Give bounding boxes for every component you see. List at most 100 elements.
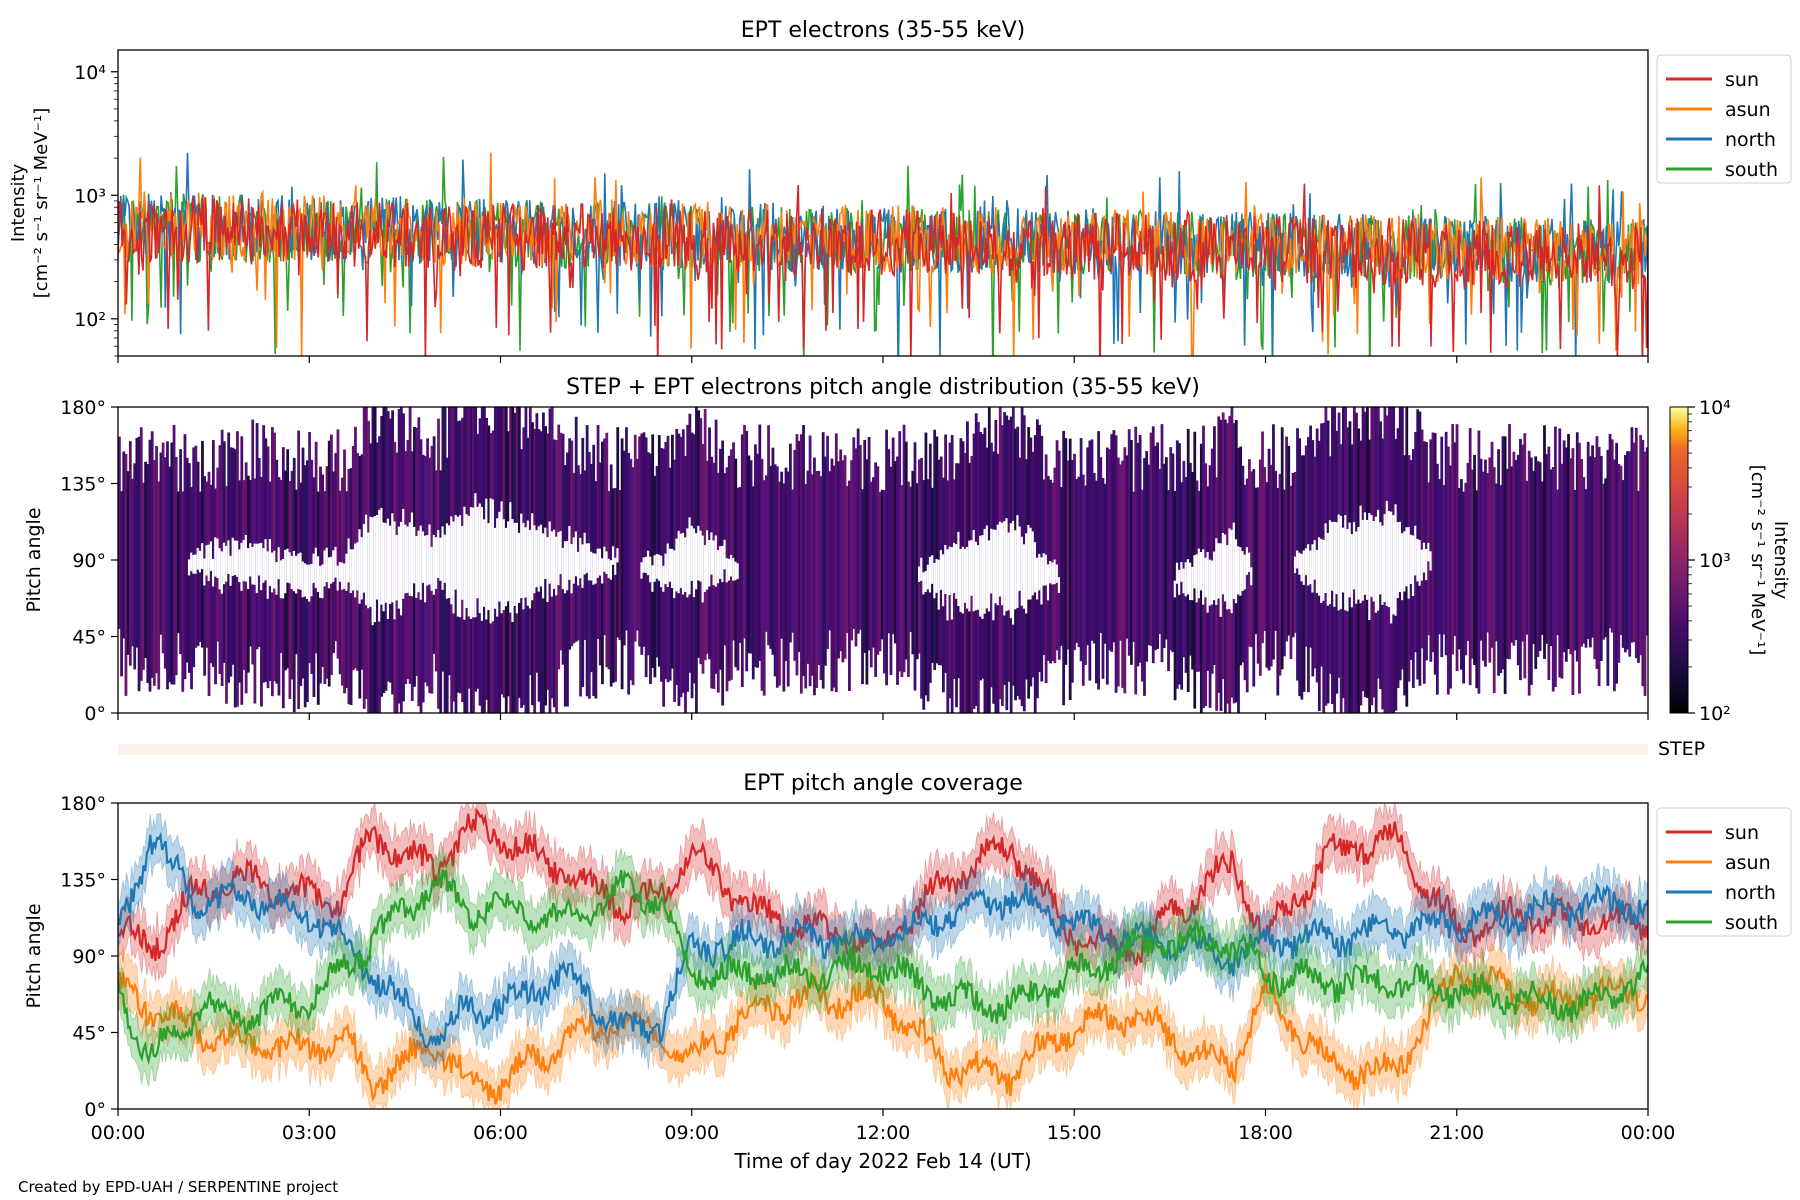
heatmap-gap (1427, 542, 1431, 562)
heatmap-cell (157, 481, 161, 690)
series-line-asun (118, 962, 1648, 1105)
heatmap-gap (1016, 515, 1020, 608)
heatmap-gap (1223, 534, 1227, 602)
heatmap-cell (732, 442, 735, 641)
panel4-xticks: 00:00 03:00 06:00 09:00 12:00 15:00 18:00 21:00… (91, 1109, 1676, 1144)
heatmap-gap (716, 549, 720, 584)
heatmap-gap (590, 551, 593, 581)
heatmap-gap (295, 555, 298, 594)
heatmap-gap (358, 529, 362, 604)
heatmap-gap (592, 553, 596, 585)
heatmap-cell (852, 437, 856, 629)
heatmap-gap (371, 517, 375, 626)
heatmap-cell (1567, 433, 1570, 649)
heatmap-cell (1569, 458, 1573, 655)
heatmap-cell (1429, 439, 1433, 662)
heatmap-gap (196, 548, 200, 570)
panel1-frame (117, 49, 1649, 357)
heatmap-cell (1309, 425, 1312, 648)
heatmap-gap (1363, 512, 1367, 595)
heatmap-cell (1599, 455, 1603, 661)
heatmap-gap (1230, 529, 1234, 614)
heatmap-gap (233, 540, 237, 575)
heatmap-gap (520, 513, 523, 598)
heatmap-gap (310, 563, 314, 597)
y-tick-label: 10³ (74, 185, 106, 207)
panel1-ylabel-line1: Intensity (8, 163, 29, 242)
panel2-ylabel: Pitch angle (23, 507, 45, 612)
heatmap-gap (537, 526, 541, 592)
heatmap-cell (924, 432, 928, 696)
heatmap-gap (1029, 527, 1033, 600)
heatmap-gap (1317, 537, 1321, 596)
heatmap-cell (1108, 449, 1111, 651)
x-tick-label: 00:00 (1621, 1122, 1676, 1144)
heatmap-gap (1396, 522, 1400, 599)
heatmap-cell (1538, 462, 1542, 651)
heatmap-cell (1164, 457, 1168, 640)
heatmap-gap (1355, 531, 1358, 604)
heatmap-gap (428, 524, 432, 585)
heatmap-cell (848, 480, 851, 691)
heatmap-gap (555, 536, 558, 596)
heatmap-gap (1003, 521, 1006, 616)
heatmap-cell (1584, 489, 1588, 648)
heatmap-gap (1057, 577, 1061, 593)
heatmap-cell (618, 490, 622, 641)
x-tick-label: 09:00 (664, 1122, 719, 1144)
heatmap-cell (594, 481, 598, 699)
heatmap-gap (531, 513, 534, 601)
y-tick-label: 45° (72, 1023, 106, 1045)
heatmap-gap (1401, 533, 1404, 601)
heatmap-cell (1446, 446, 1450, 695)
heatmap-gap (528, 530, 532, 609)
heatmap-cell (1062, 430, 1066, 706)
panel4-ylabel: Pitch angle (23, 903, 45, 1008)
heatmap-gap (478, 503, 482, 614)
heatmap-cell (1595, 436, 1599, 669)
heatmap-cell (1484, 459, 1487, 667)
heatmap-cell (1619, 465, 1623, 636)
colorbar-label-line1: Intensity (1770, 521, 1791, 600)
heatmap-cell (1167, 490, 1170, 672)
heatmap-gap (242, 539, 246, 582)
heatmap-cell (1269, 464, 1273, 667)
panel2-xticks (117, 713, 1649, 720)
heatmap-cell (1158, 468, 1162, 635)
heatmap-gap (445, 523, 449, 599)
heatmap-gap (1324, 523, 1328, 594)
heatmap-cell (1628, 451, 1632, 657)
heatmap-cell (1103, 483, 1107, 644)
heatmap-cell (251, 419, 255, 665)
heatmap-gap (389, 525, 392, 604)
heatmap-cell (190, 486, 193, 690)
heatmap-cell (883, 489, 886, 674)
heatmap-gap (380, 507, 384, 605)
heatmap-gap (955, 544, 958, 599)
heatmap-cell (1621, 480, 1625, 648)
heatmap-gap (583, 532, 587, 575)
heatmap-cell (288, 480, 292, 700)
heatmap-gap (227, 540, 231, 574)
heatmap-gap (594, 553, 598, 584)
heatmap-gap (395, 535, 399, 601)
legend-label-north: north (1725, 882, 1776, 904)
heatmap-gap (229, 555, 233, 586)
heatmap-cell (1282, 489, 1286, 657)
heatmap-gap (489, 498, 493, 624)
heatmap-cell (1060, 486, 1063, 646)
heatmap-cell (330, 434, 333, 676)
heatmap-cell (1551, 466, 1555, 692)
heatmap-gap (1208, 559, 1212, 606)
heatmap-cell (915, 483, 919, 660)
heatmap-gap (972, 530, 976, 612)
heatmap-gap (1302, 550, 1306, 585)
heatmap-gap (616, 548, 620, 563)
heatmap-cell (1523, 433, 1527, 679)
heatmap-cell (142, 482, 145, 670)
heatmap-cell (607, 491, 611, 670)
heatmap-gap (1420, 549, 1424, 581)
heatmap-gap (721, 545, 725, 583)
heatmap-gap (697, 525, 700, 581)
heatmap-cell (867, 437, 871, 651)
